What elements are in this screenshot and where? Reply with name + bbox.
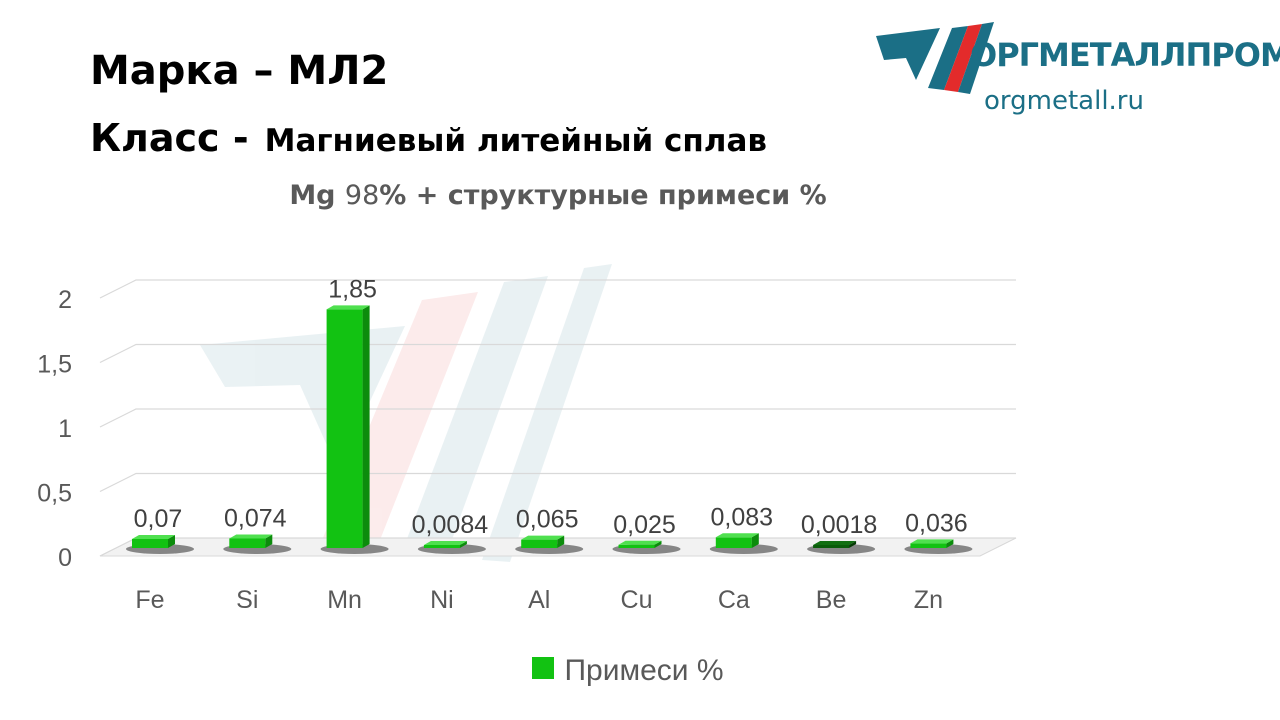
bar-mn (320, 305, 389, 554)
chart-title: Mg 98% + структурные примеси % (0, 180, 1116, 211)
data-label-al: 0,065 (516, 506, 579, 534)
legend-swatch (532, 657, 555, 679)
x-axis: Fe Si Mn Ni Al Cu Ca Be Zn (135, 586, 943, 614)
bar-al (515, 535, 584, 554)
x-tick-al: Al (528, 586, 550, 614)
x-tick-si: Si (236, 586, 258, 614)
y-tick-label: 0,5 (37, 480, 72, 508)
data-label-ca: 0,083 (711, 503, 774, 531)
x-tick-fe: Fe (135, 586, 164, 614)
y-tick-label: 1 (58, 415, 72, 443)
x-tick-cu: Cu (621, 586, 653, 614)
logo-mark-red-stripe (944, 24, 982, 92)
logo-mark-teal-stripe (928, 26, 968, 90)
base-percent: 98 (344, 180, 380, 211)
legend: Примеси % (0, 654, 1256, 688)
bar-ca (709, 533, 778, 554)
bar-si (223, 534, 292, 554)
y-axis: 0 0,5 1 1,5 2 (37, 286, 72, 572)
gridline (99, 472, 1016, 493)
gridline (99, 343, 1016, 364)
x-tick-ni: Ni (430, 586, 454, 614)
logo-mark-teal-right (958, 22, 994, 94)
y-tick-label: 0 (58, 544, 72, 572)
x-tick-be: Be (816, 586, 847, 614)
grade-text: Марка – МЛ2 (90, 48, 389, 94)
logo-url: orgmetall.ru (984, 86, 1144, 116)
bar-zn (904, 539, 973, 554)
x-tick-ca: Ca (718, 586, 750, 614)
data-label-cu: 0,025 (613, 511, 676, 539)
bar-be (807, 541, 876, 554)
company-logo (876, 22, 994, 94)
legend-label: Примеси % (564, 654, 724, 687)
data-label-ni: 0,0084 (412, 511, 489, 539)
page-title: Марка – МЛ2 (90, 48, 388, 94)
logo-mark-teal-left (876, 28, 940, 80)
data-label-be: 0,0018 (801, 511, 877, 539)
class-line: Класс - Магниевый литейный сплав (90, 116, 767, 160)
base-element: Mg (289, 180, 336, 211)
gridline (99, 279, 1016, 299)
gridline (99, 408, 1016, 428)
x-tick-zn: Zn (914, 586, 943, 614)
bar-ni (417, 541, 486, 554)
data-label-fe: 0,07 (134, 505, 183, 533)
bar-cu (612, 540, 681, 554)
data-label-si: 0,074 (224, 504, 287, 532)
data-label-mn: 1,85 (328, 275, 377, 303)
logo-name: ОРГМЕТАЛЛПРОМ (970, 36, 1280, 74)
data-labels: 0,07 0,074 1,85 0,0084 0,065 0,025 0,083 0,0018… (134, 275, 968, 539)
class-label: Класс - (90, 116, 249, 160)
bar-fe (126, 534, 194, 554)
bars (126, 305, 973, 554)
y-tick-label: 1,5 (37, 351, 72, 379)
data-label-zn: 0,036 (905, 509, 968, 537)
title-suffix: % + структурные примеси % (379, 180, 827, 211)
x-tick-mn: Mn (327, 586, 362, 614)
class-value: Магниевый литейный сплав (264, 123, 768, 159)
y-tick-label: 2 (58, 286, 72, 314)
